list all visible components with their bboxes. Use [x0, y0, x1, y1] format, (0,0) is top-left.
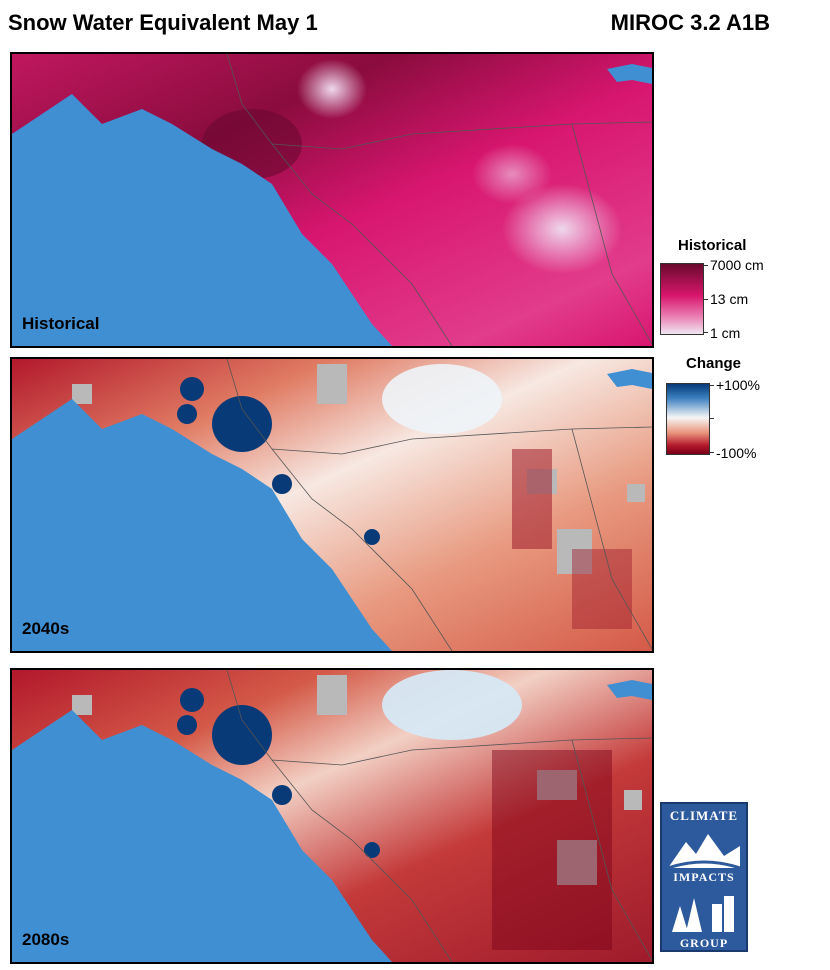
tick-mark — [709, 418, 714, 419]
historical-legend-title: Historical — [678, 237, 747, 254]
ocean-top-right — [607, 369, 652, 389]
historical-map — [12, 54, 652, 346]
change-tick-max: +100% — [716, 377, 760, 393]
logo-mid-text: IMPACTS — [673, 870, 735, 884]
border-lines — [226, 670, 652, 962]
climate-impacts-group-logo: CLIMATE IMPACTS GROUP — [660, 802, 748, 952]
tick-mark — [709, 452, 714, 453]
change-color-bar — [666, 383, 710, 455]
ocean-top-right — [607, 64, 652, 84]
2040s-map-panel: 2040s — [10, 357, 654, 653]
ocean-area — [12, 94, 392, 346]
ocean-area — [12, 710, 392, 962]
tick-mark — [703, 332, 708, 333]
tick-mark — [703, 299, 708, 300]
logo-bottom-text: GROUP — [679, 936, 729, 950]
2080s-map-panel: 2080s — [10, 668, 654, 964]
border-lines — [226, 54, 652, 346]
2080s-map — [12, 670, 652, 962]
change-legend-title: Change — [686, 355, 742, 372]
forest-city-icon — [672, 896, 734, 932]
tick-mark — [709, 385, 714, 386]
panel-label-2040s: 2040s — [22, 619, 70, 638]
panel-label-2080s: 2080s — [22, 930, 70, 949]
historical-tick-min: 1 cm — [710, 325, 741, 341]
logo-top-text: CLIMATE — [669, 808, 739, 823]
panel-label-historical: Historical — [22, 314, 100, 333]
historical-tick-max: 7000 cm — [710, 257, 764, 273]
historical-map-panel: Historical — [10, 52, 654, 348]
map-title: Snow Water Equivalent May 1 — [8, 10, 318, 35]
ocean-top-right — [607, 680, 652, 700]
change-tick-min: -100% — [716, 445, 757, 461]
model-scenario-label: MIROC 3.2 A1B — [610, 10, 770, 35]
mountain-icon — [668, 834, 740, 868]
tick-mark — [703, 265, 708, 266]
historical-color-bar — [660, 263, 704, 335]
historical-tick-mid: 13 cm — [710, 291, 749, 307]
2040s-map — [12, 359, 652, 651]
ocean-area — [12, 399, 392, 651]
border-lines — [226, 359, 652, 651]
